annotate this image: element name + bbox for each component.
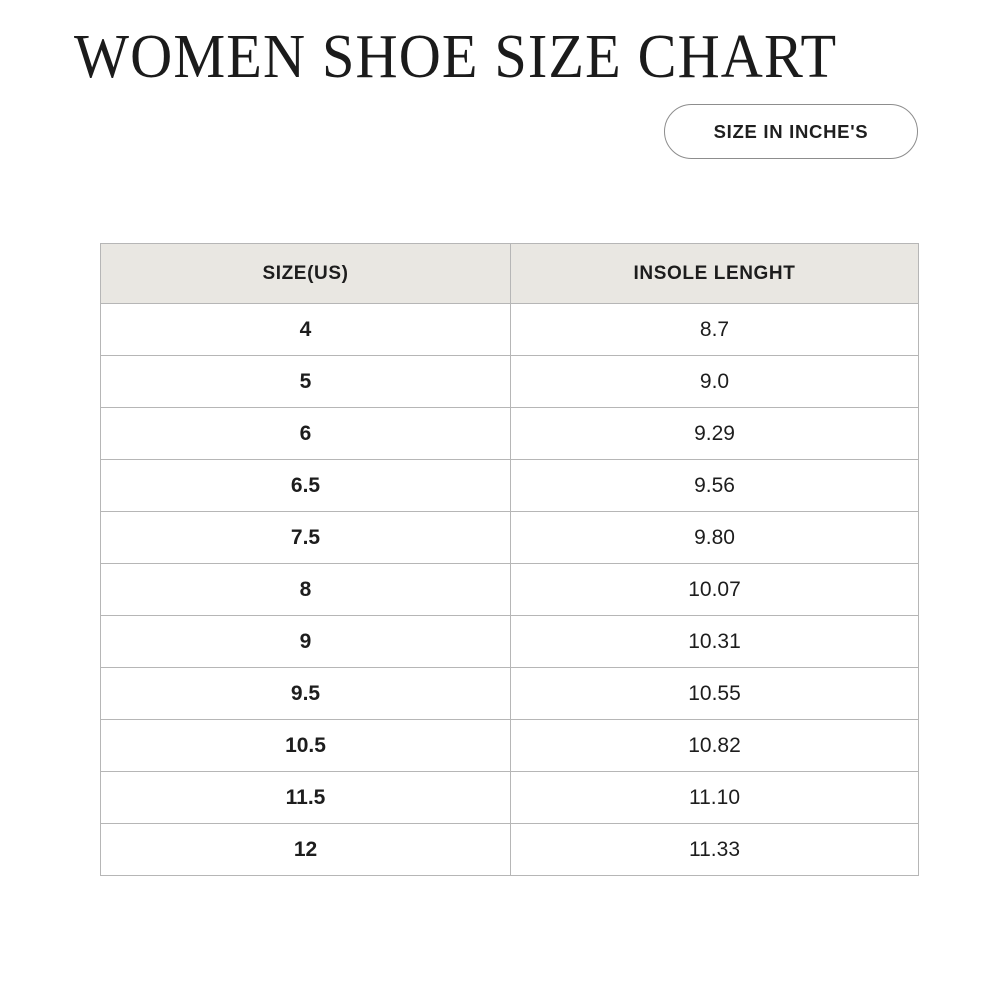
cell-size-us: 7.5: [100, 511, 511, 564]
table-row: 11.5 11.10: [100, 771, 919, 824]
cell-insole-length: 10.55: [510, 667, 919, 720]
table-row: 4 8.7: [100, 303, 919, 356]
column-header-size-us: SIZE(US): [100, 243, 511, 304]
unit-badge[interactable]: SIZE IN INCHE'S: [664, 104, 918, 159]
table-body: 4 8.7 5 9.0 6 9.29 6.5 9.56 7.5 9.80 8 10.07 9 10.31 9…: [100, 303, 919, 876]
table-row: 8 10.07: [100, 563, 919, 616]
table-row: 5 9.0: [100, 355, 919, 408]
cell-size-us: 12: [100, 823, 511, 876]
cell-insole-length: 9.29: [510, 407, 919, 460]
table-header: SIZE(US) INSOLE LENGHT: [100, 243, 919, 304]
cell-insole-length: 8.7: [510, 303, 919, 356]
cell-insole-length: 10.07: [510, 563, 919, 616]
column-header-insole-length: INSOLE LENGHT: [510, 243, 919, 304]
cell-size-us: 9.5: [100, 667, 511, 720]
page-title: WOMEN SHOE SIZE CHART: [74, 23, 838, 91]
cell-size-us: 6: [100, 407, 511, 460]
table-row: 9 10.31: [100, 615, 919, 668]
cell-size-us: 6.5: [100, 459, 511, 512]
cell-size-us: 8: [100, 563, 511, 616]
table-row: 9.5 10.55: [100, 667, 919, 720]
table-header-row: SIZE(US) INSOLE LENGHT: [100, 243, 919, 304]
unit-badge-label: SIZE IN INCHE'S: [713, 120, 869, 142]
table-row: 6.5 9.56: [100, 459, 919, 512]
table-row: 6 9.29: [100, 407, 919, 460]
cell-insole-length: 10.31: [510, 615, 919, 668]
table-row: 12 11.33: [100, 823, 919, 876]
cell-size-us: 5: [100, 355, 511, 408]
cell-insole-length: 10.82: [510, 719, 919, 772]
size-chart-table: SIZE(US) INSOLE LENGHT 4 8.7 5 9.0 6 9.29 6.5 9…: [100, 243, 919, 876]
cell-insole-length: 9.0: [510, 355, 919, 408]
table-row: 10.5 10.82: [100, 719, 919, 772]
table-row: 7.5 9.80: [100, 511, 919, 564]
cell-insole-length: 11.33: [510, 823, 919, 876]
cell-size-us: 9: [100, 615, 511, 668]
cell-size-us: 11.5: [100, 771, 511, 824]
size-chart-container: SIZE(US) INSOLE LENGHT 4 8.7 5 9.0 6 9.29 6.5 9…: [100, 243, 919, 876]
cell-insole-length: 9.56: [510, 459, 919, 512]
cell-size-us: 10.5: [100, 719, 511, 772]
cell-insole-length: 9.80: [510, 511, 919, 564]
cell-size-us: 4: [100, 303, 511, 356]
cell-insole-length: 11.10: [510, 771, 919, 824]
